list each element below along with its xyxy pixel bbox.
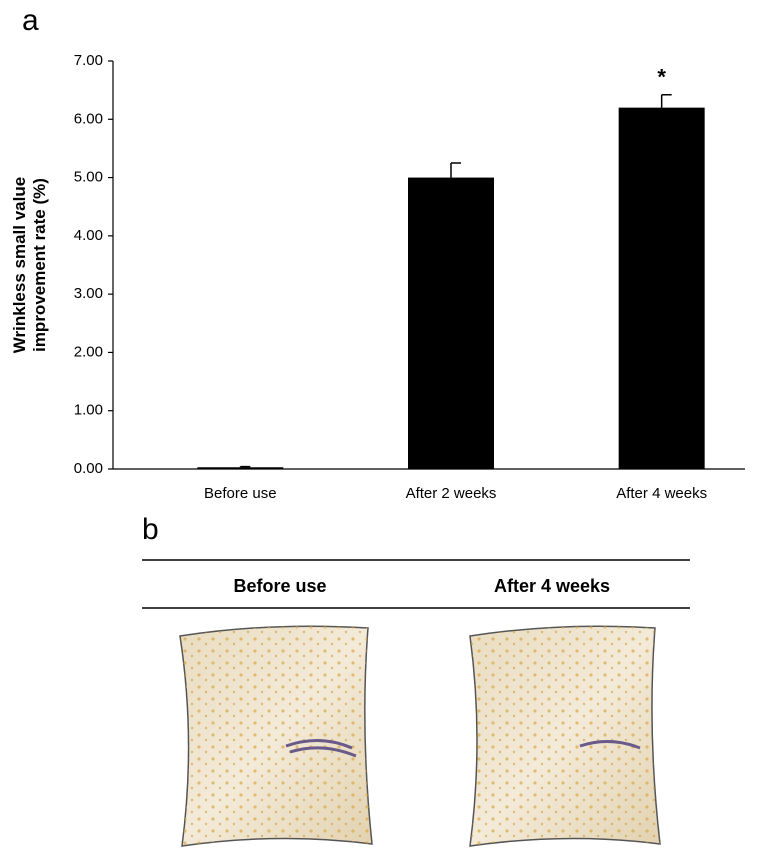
bar — [619, 108, 705, 469]
x-tick-label: Before use — [204, 485, 277, 502]
y-tick-label: 0.00 — [74, 460, 103, 477]
y-tick-label: 4.00 — [74, 227, 103, 244]
column-header: Before use — [233, 576, 326, 596]
y-axis-title: Wrinkless small valueimprovement rate (%… — [10, 177, 49, 353]
error-bar — [240, 467, 250, 468]
skin-image — [470, 626, 660, 846]
y-axis-title-line: Wrinkless small value — [10, 177, 29, 353]
y-tick-label: 1.00 — [74, 402, 103, 419]
error-bar — [451, 163, 461, 178]
bar — [197, 467, 283, 469]
annotation: * — [657, 65, 666, 90]
y-tick-label: 2.00 — [74, 343, 103, 360]
y-tick-label: 3.00 — [74, 285, 103, 302]
x-tick-label: After 4 weeks — [616, 485, 707, 502]
y-tick-label: 7.00 — [74, 52, 103, 69]
column-header: After 4 weeks — [494, 576, 610, 596]
y-axis-title-line: improvement rate (%) — [30, 178, 49, 352]
error-bar — [662, 95, 672, 108]
y-tick-label: 5.00 — [74, 169, 103, 186]
panel-label: b — [142, 513, 159, 546]
figure: a Wrinkless small valueimprovement rate … — [0, 0, 759, 866]
skin-image — [180, 626, 372, 846]
x-tick-label: After 2 weeks — [406, 485, 497, 502]
panel-label: a — [22, 4, 39, 37]
y-tick-label: 6.00 — [74, 110, 103, 127]
bar-chart: Wrinkless small valueimprovement rate (%… — [10, 52, 745, 502]
bar — [408, 178, 494, 469]
